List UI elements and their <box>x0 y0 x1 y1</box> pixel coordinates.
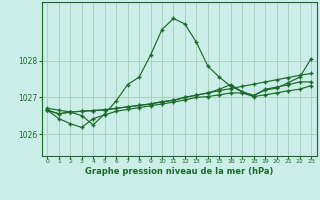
X-axis label: Graphe pression niveau de la mer (hPa): Graphe pression niveau de la mer (hPa) <box>85 167 273 176</box>
